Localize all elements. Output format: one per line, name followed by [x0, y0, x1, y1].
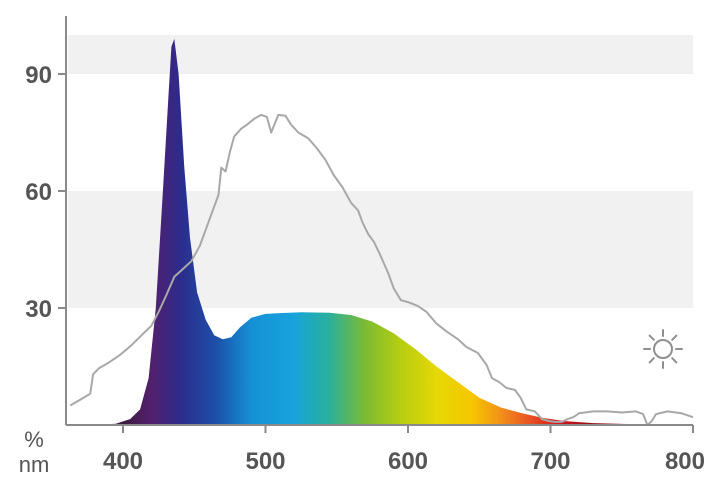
sun-disc — [653, 339, 673, 359]
sun-ray — [648, 334, 655, 341]
daylight-line — [69, 113, 694, 426]
y-tick-label: 60 — [25, 179, 52, 206]
x-tick-label: 700 — [530, 448, 570, 475]
axes — [58, 16, 694, 433]
x-tick-label: 800 — [665, 448, 705, 475]
x-axis-unit-label: nm — [19, 452, 50, 477]
x-tick-label: 400 — [103, 448, 143, 475]
spectrum-series — [94, 38, 693, 426]
y-tick-label: 30 — [25, 296, 52, 323]
sun-ray — [671, 357, 678, 364]
y-tick-label: 90 — [25, 62, 52, 89]
sun-ray — [648, 357, 655, 364]
y-axis-unit-label: % — [24, 427, 44, 452]
sun-icon — [643, 329, 683, 369]
x-tick-labels: 400 500 600 700 800 — [103, 448, 705, 475]
y-tick-labels: 30 60 90 — [25, 62, 52, 323]
x-tick-label: 500 — [245, 448, 285, 475]
x-tick-label: 600 — [388, 448, 428, 475]
spectrum-area — [94, 38, 693, 426]
line-series — [69, 113, 694, 426]
grid-band-1 — [68, 35, 693, 74]
sun-ray — [671, 334, 678, 341]
